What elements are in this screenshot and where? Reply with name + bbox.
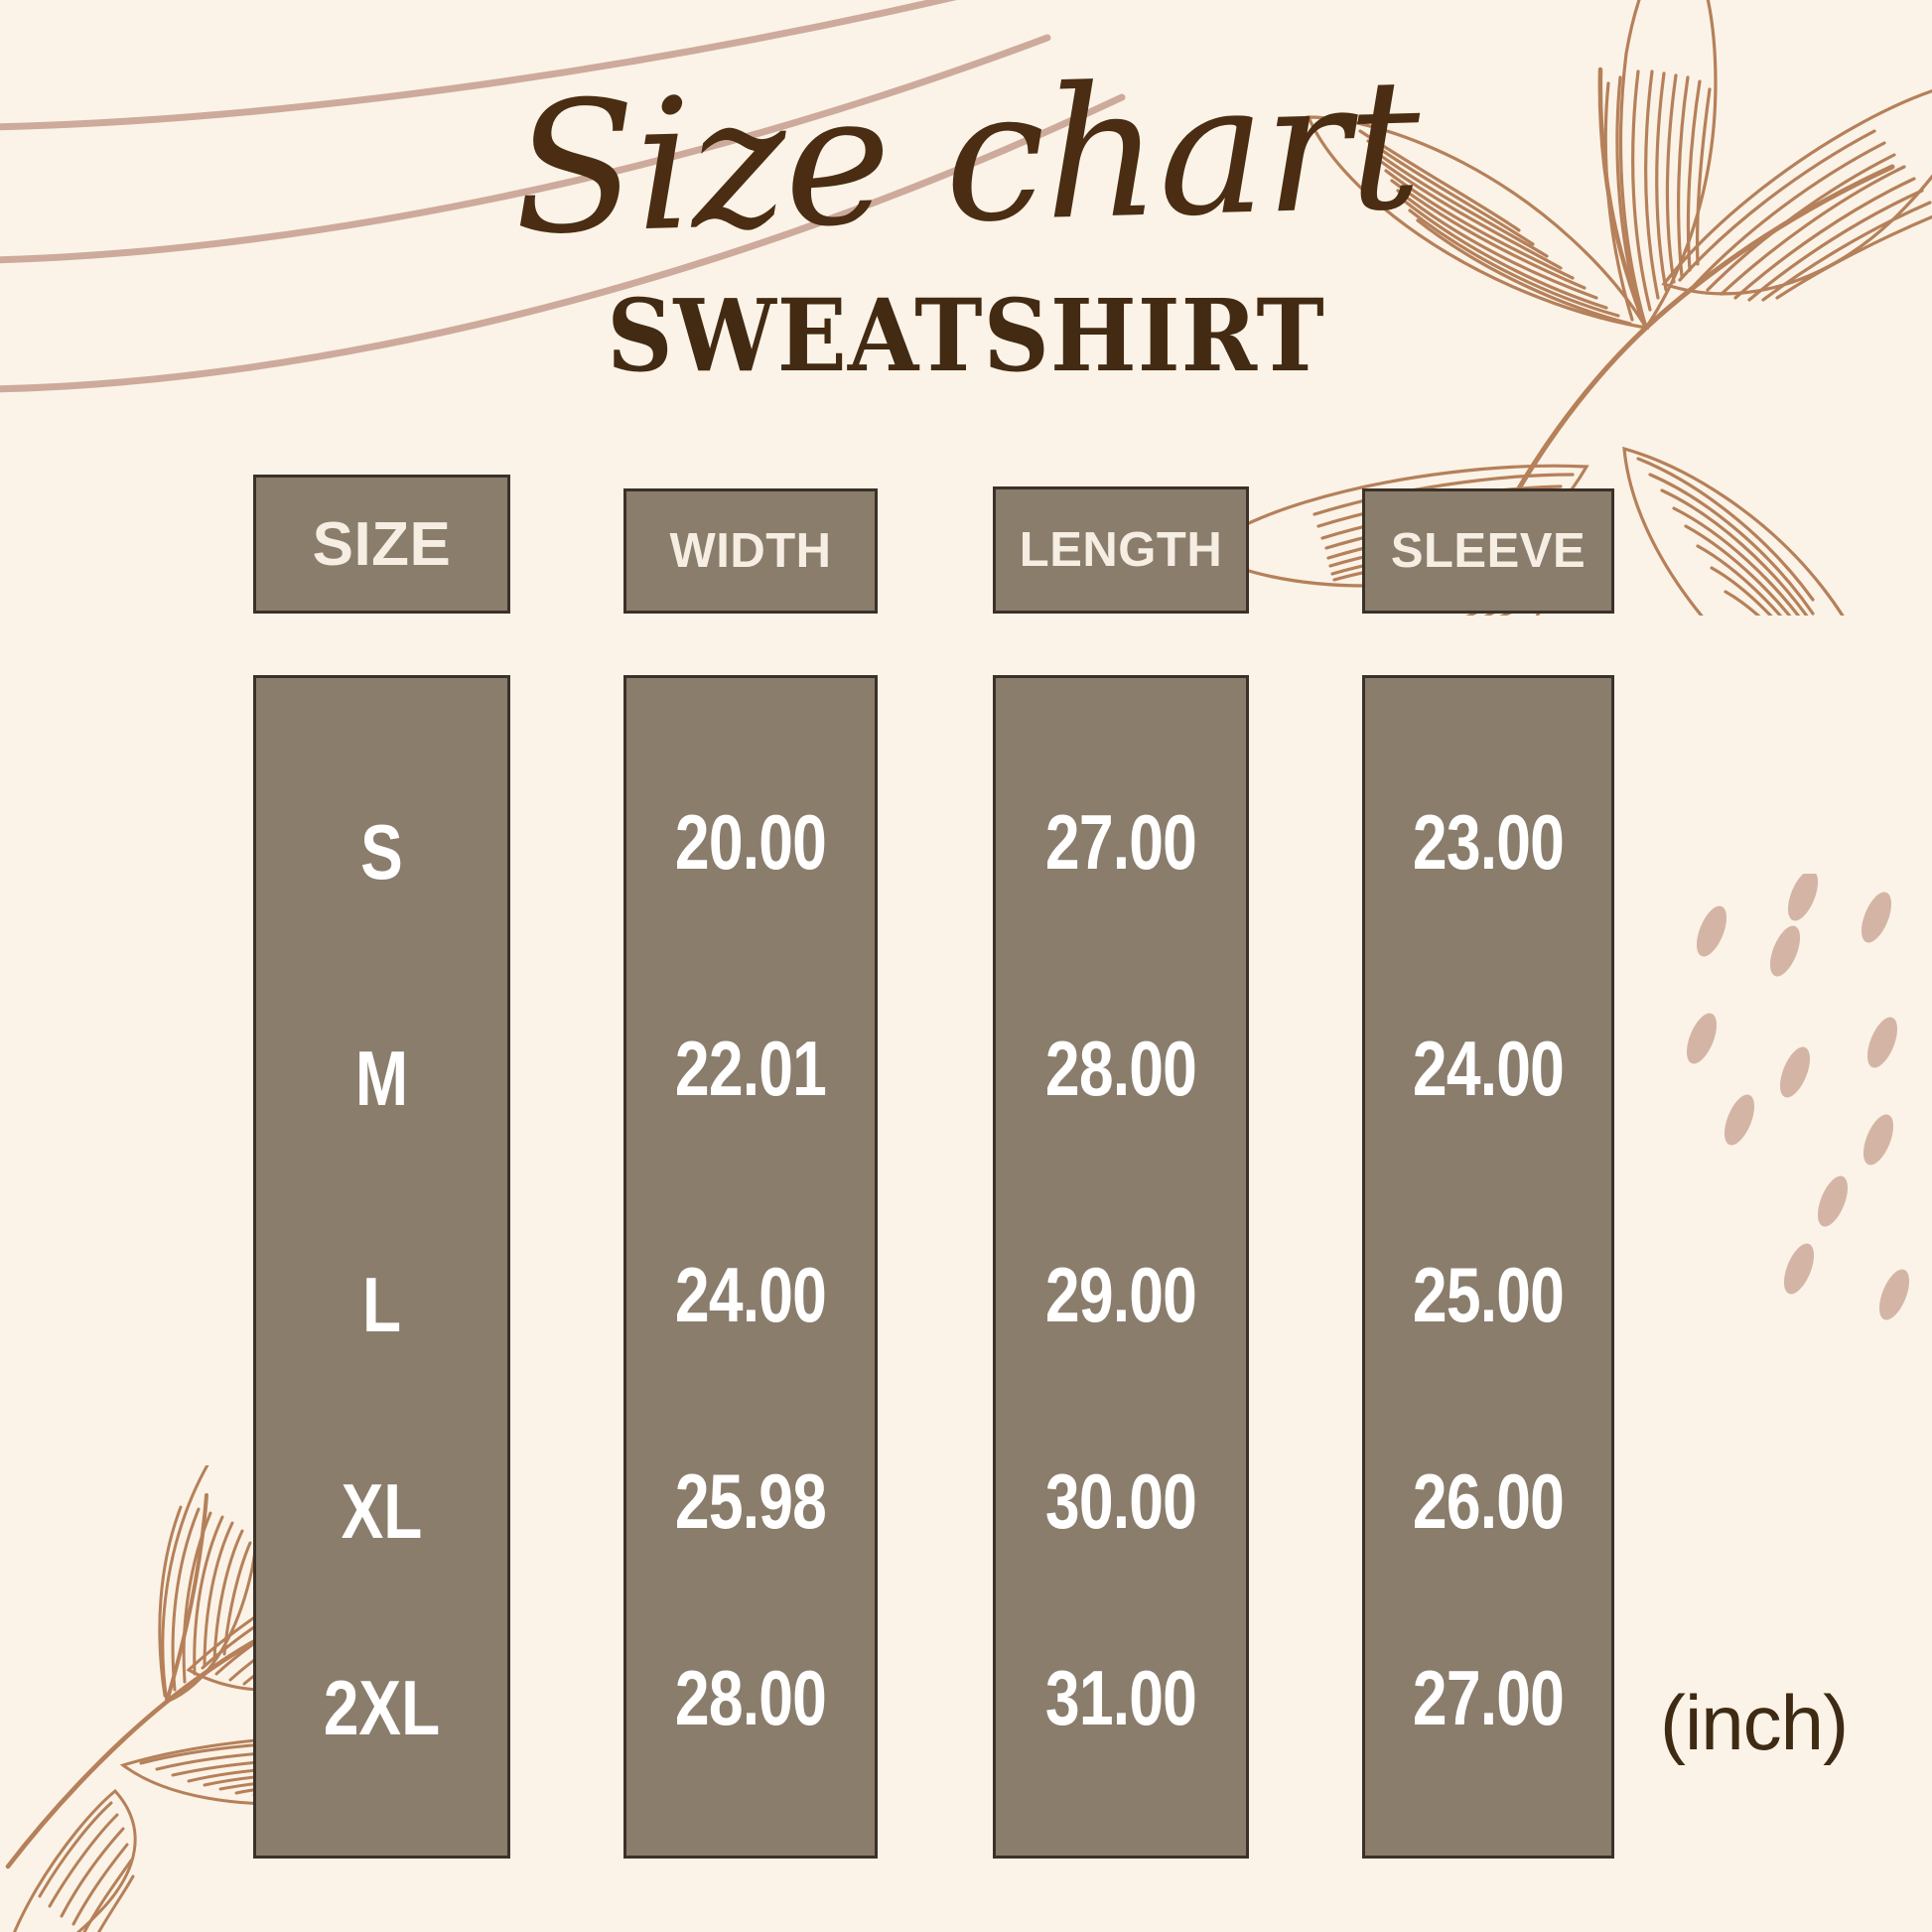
table-cell-width: 20.00 (674, 797, 827, 886)
table-cell-width: 25.98 (674, 1456, 827, 1545)
table-cell-length: 30.00 (1044, 1456, 1197, 1545)
table-cell-size: L (361, 1260, 402, 1348)
table-header-sleeve: SLEEVE (1362, 488, 1614, 614)
table-cell-size: M (354, 1034, 409, 1122)
table-cell-sleeve: 25.00 (1412, 1250, 1565, 1338)
table-cell-width: 24.00 (674, 1250, 827, 1338)
table-cell-size: XL (341, 1466, 423, 1555)
page-title-main: SWEATSHIRT (607, 277, 1325, 394)
table-cell-width: 22.01 (674, 1024, 827, 1112)
table-header-length: LENGTH (993, 486, 1249, 614)
table-cell-sleeve: 27.00 (1412, 1653, 1565, 1741)
table-column-width (623, 675, 878, 1859)
table-cell-length: 29.00 (1044, 1250, 1197, 1338)
table-cell-length: 28.00 (1044, 1024, 1197, 1112)
unit-label: (inch) (1660, 1679, 1849, 1766)
table-cell-size: S (360, 807, 403, 896)
table-cell-width: 28.00 (674, 1653, 827, 1741)
table-column-sleeve (1362, 675, 1614, 1859)
table-cell-sleeve: 24.00 (1412, 1024, 1565, 1112)
table-cell-size: 2XL (323, 1663, 441, 1751)
table-cell-length: 27.00 (1044, 797, 1197, 886)
table-column-size (253, 675, 510, 1859)
table-cell-sleeve: 26.00 (1412, 1456, 1565, 1545)
table-cell-sleeve: 23.00 (1412, 797, 1565, 886)
table-header-width: WIDTH (623, 488, 878, 614)
table-cell-length: 31.00 (1044, 1653, 1197, 1741)
table-header-size: SIZE (253, 475, 510, 614)
table-column-length (993, 675, 1249, 1859)
